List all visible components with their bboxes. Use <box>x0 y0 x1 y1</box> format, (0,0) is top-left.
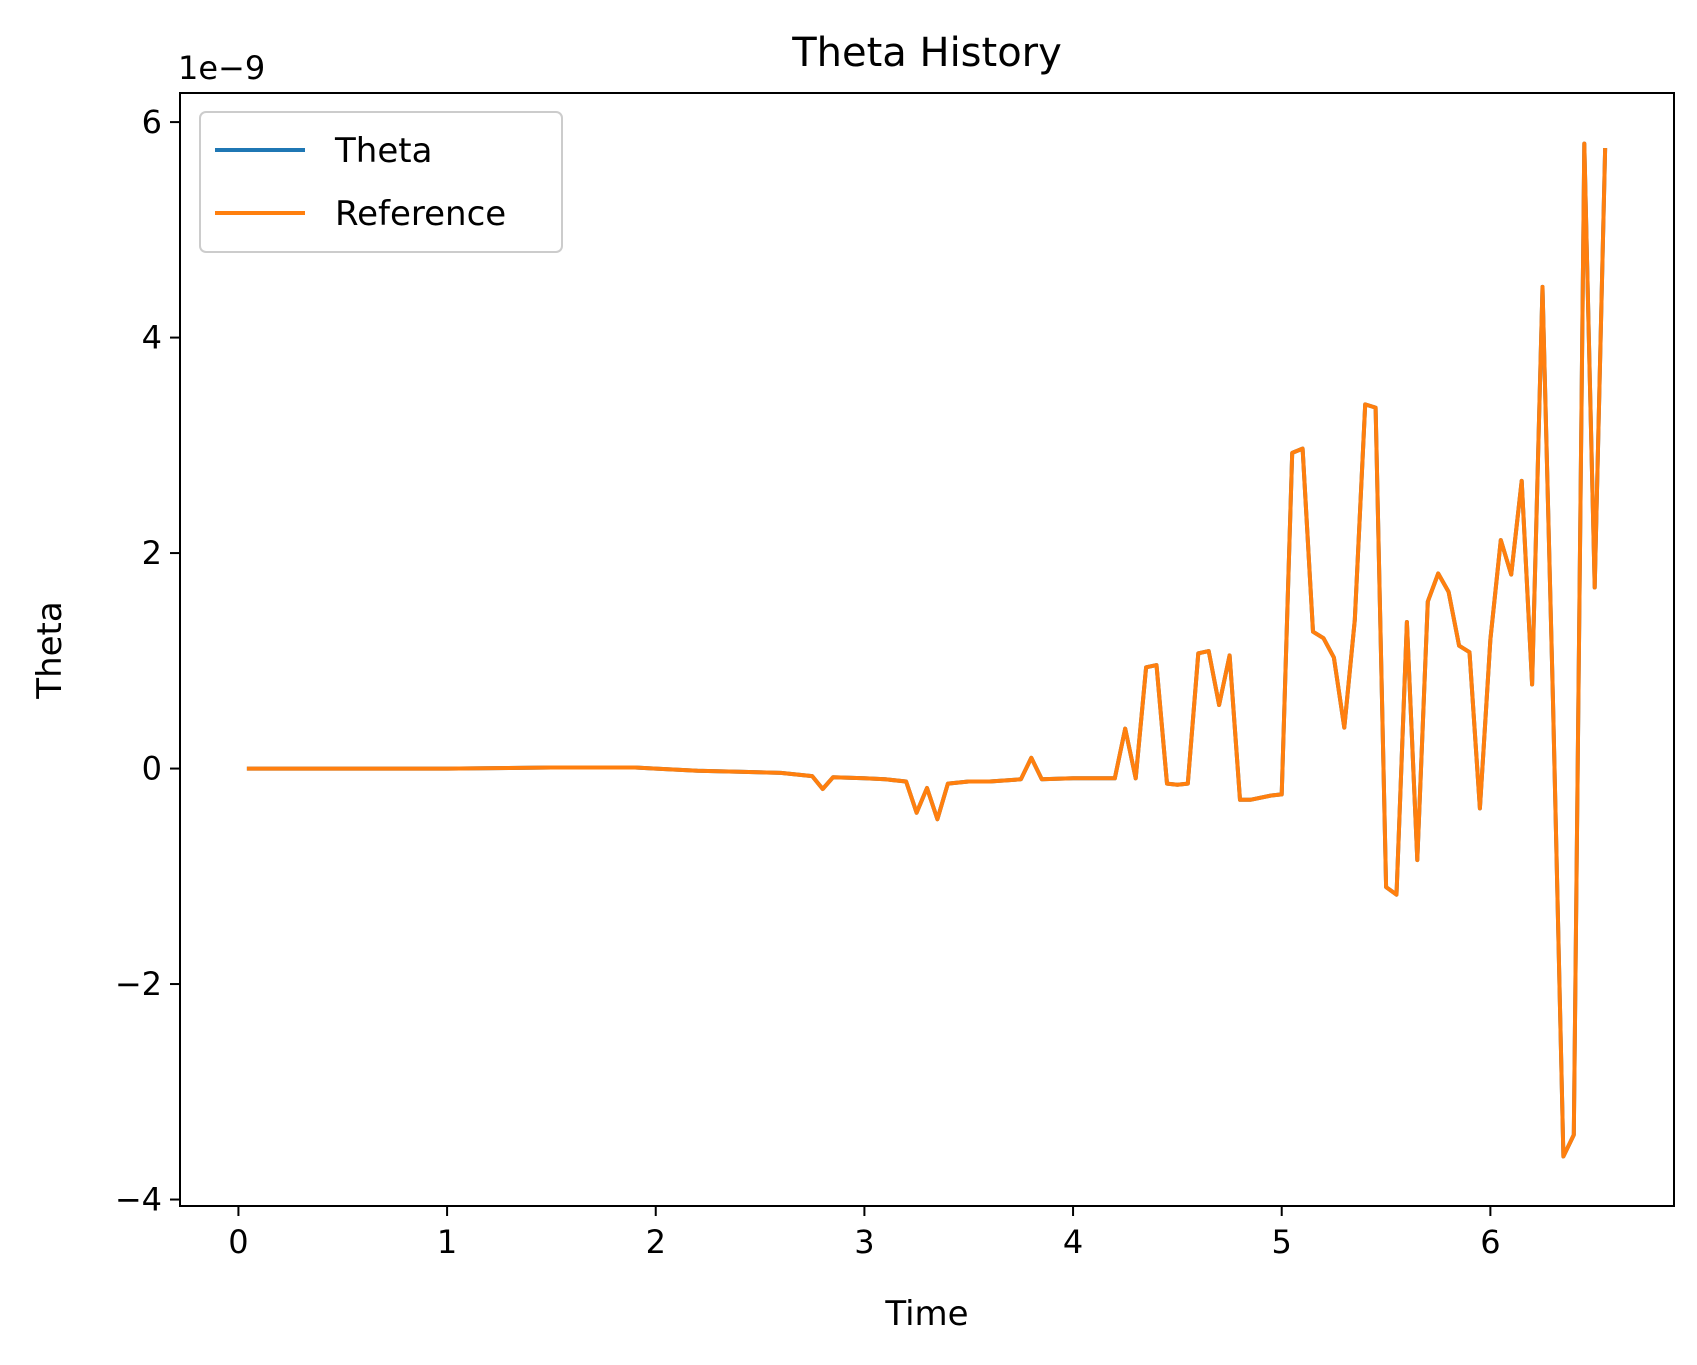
x-tick-label: 2 <box>646 1223 666 1261</box>
legend-label-reference: Reference <box>335 194 506 234</box>
y-tick-label: −4 <box>115 1181 162 1219</box>
plot-area-frame <box>179 92 1675 1207</box>
x-tick-label: 1 <box>437 1223 457 1261</box>
x-tick-label: 4 <box>1063 1223 1083 1261</box>
series-line-reference <box>246 141 1608 1159</box>
y-axis-offset-label: 1e−9 <box>178 49 265 87</box>
x-axis-label: Time <box>884 1294 968 1334</box>
legend-label-theta: Theta <box>334 131 432 171</box>
y-tick-label: 2 <box>142 534 162 572</box>
y-tick-label: 0 <box>142 750 162 788</box>
y-tick-label: 4 <box>142 319 162 357</box>
legend: Theta Reference <box>199 111 563 253</box>
y-axis-label: Theta <box>30 601 70 699</box>
series-layer <box>246 141 1608 1159</box>
x-tick-label: 3 <box>854 1223 874 1261</box>
legend-box <box>199 111 563 253</box>
chart-title: Theta History <box>791 30 1062 76</box>
x-tick-label: 5 <box>1272 1223 1292 1261</box>
y-tick-label: 6 <box>142 103 162 141</box>
y-axis-ticks: −4 −2 0 2 4 6 <box>115 103 180 1219</box>
x-tick-label: 0 <box>228 1223 248 1261</box>
x-axis-ticks: 0 1 2 3 4 5 6 <box>228 1206 1501 1261</box>
x-tick-label: 6 <box>1480 1223 1500 1261</box>
y-tick-label: −2 <box>115 965 162 1003</box>
